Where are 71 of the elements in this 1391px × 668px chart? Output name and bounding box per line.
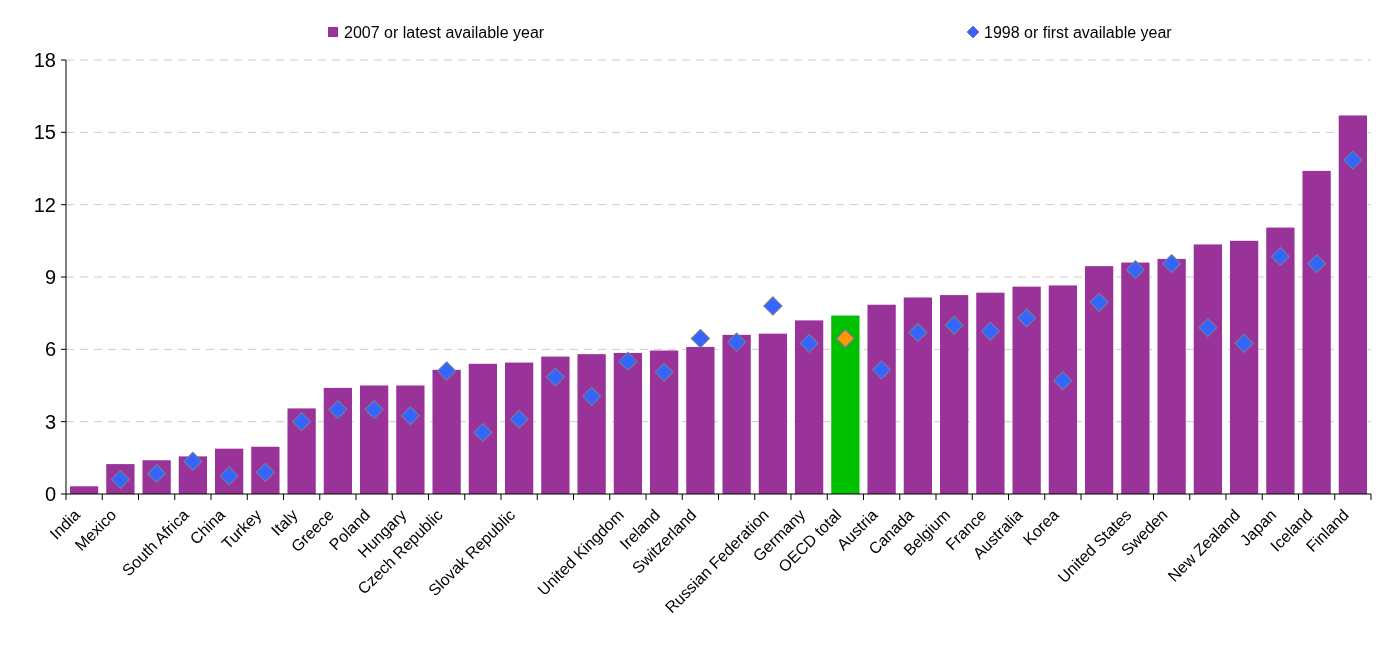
point xyxy=(872,360,892,380)
point xyxy=(1198,318,1218,338)
y-tick-label: 9 xyxy=(44,266,56,288)
bar xyxy=(1229,240,1259,494)
bar xyxy=(432,369,461,494)
point xyxy=(545,367,565,387)
point xyxy=(1089,292,1109,312)
bar xyxy=(287,408,316,494)
point xyxy=(835,328,855,349)
point xyxy=(1017,308,1037,328)
point xyxy=(509,409,529,429)
bar xyxy=(396,385,425,494)
point xyxy=(400,406,420,426)
bar xyxy=(504,362,534,494)
y-tick-label: 15 xyxy=(33,121,56,144)
bar xyxy=(831,315,860,494)
bar xyxy=(1157,258,1186,494)
point xyxy=(799,333,819,353)
bar xyxy=(758,333,788,494)
point xyxy=(1162,254,1182,274)
point xyxy=(1234,333,1254,353)
point xyxy=(727,332,747,352)
bar xyxy=(686,346,715,494)
bar xyxy=(1084,266,1114,494)
point xyxy=(980,321,1000,341)
bar xyxy=(359,385,389,494)
bar xyxy=(323,387,353,494)
bar xyxy=(903,297,933,494)
y-tick-label: 6 xyxy=(44,338,56,361)
bar xyxy=(794,320,824,494)
bar xyxy=(867,304,896,494)
point xyxy=(1307,254,1327,274)
bar xyxy=(649,350,679,494)
point xyxy=(183,451,203,472)
point xyxy=(1343,150,1363,170)
point xyxy=(618,351,638,371)
point xyxy=(364,400,384,420)
point xyxy=(437,361,457,381)
bar xyxy=(722,334,751,494)
bar xyxy=(1266,227,1295,494)
bar xyxy=(939,295,969,494)
point xyxy=(908,322,928,343)
point xyxy=(582,386,602,406)
point xyxy=(473,422,493,443)
bar xyxy=(1121,262,1150,494)
bar xyxy=(577,354,606,494)
point xyxy=(1270,246,1290,267)
point xyxy=(292,412,312,432)
point xyxy=(654,362,674,382)
point xyxy=(1125,260,1145,280)
bar xyxy=(1193,244,1223,494)
bar xyxy=(1302,170,1331,494)
bar xyxy=(1012,286,1041,494)
point xyxy=(1053,371,1073,391)
y-tick-label: 3 xyxy=(44,410,56,433)
point xyxy=(763,296,783,316)
bar xyxy=(1048,285,1078,494)
legend-label: 1998 or first available year xyxy=(984,23,1173,41)
y-tick-label: 12 xyxy=(33,193,56,216)
bar xyxy=(613,352,643,494)
bar xyxy=(69,486,99,494)
point xyxy=(690,328,710,349)
y-tick-label: 0 xyxy=(44,483,56,505)
legend-label: 2007 or latest available year xyxy=(344,23,545,41)
bar xyxy=(468,363,498,494)
point xyxy=(944,315,964,335)
bar xyxy=(976,292,1005,494)
bar xyxy=(1338,115,1368,494)
point xyxy=(328,400,348,420)
y-tick-label: 18 xyxy=(33,49,56,71)
bar xyxy=(541,356,570,494)
